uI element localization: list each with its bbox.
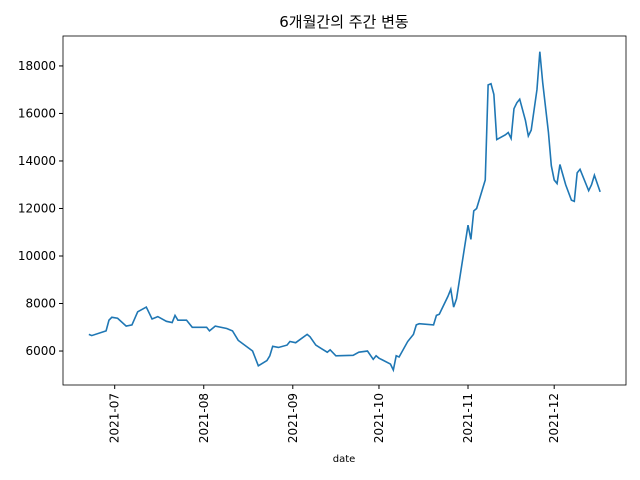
x-axis-label: date — [333, 454, 356, 465]
x-tick-label: 2021-07 — [108, 393, 122, 443]
y-tick-label: 14000 — [18, 154, 56, 168]
y-tick-label: 16000 — [18, 106, 56, 120]
x-tick-label: 2021-12 — [547, 393, 561, 443]
y-tick-label: 10000 — [18, 249, 56, 263]
y-tick-label: 6000 — [25, 344, 56, 358]
line — [88, 51, 601, 373]
x-tick-label: 2021-11 — [461, 393, 475, 443]
y-tick-label: 8000 — [25, 297, 56, 311]
x-tick-label: 2021-10 — [372, 393, 386, 443]
x-tick-label: 2021-08 — [197, 393, 211, 443]
y-tick-label: 18000 — [18, 59, 56, 73]
x-tick-label: 2021-09 — [286, 393, 300, 443]
y-tick-label: 12000 — [18, 201, 56, 215]
plot-frame — [62, 35, 627, 386]
chart-title: 6개월간의 주간 변동 — [279, 13, 409, 31]
